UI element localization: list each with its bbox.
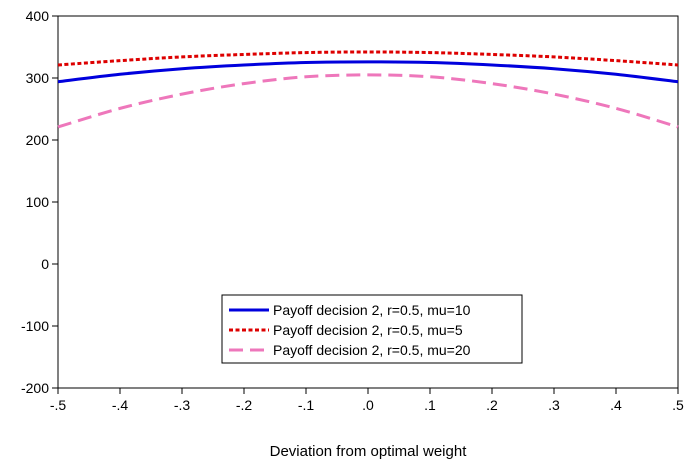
- legend-label-2: Payoff decision 2, r=0.5, mu=5: [273, 322, 463, 338]
- x-tick-label: -.5: [50, 397, 67, 413]
- legend-label-1: Payoff decision 2, r=0.5, mu=10: [273, 302, 471, 318]
- y-tick-label: -200: [21, 380, 49, 396]
- legend: Payoff decision 2, r=0.5, mu=10 Payoff de…: [221, 294, 523, 364]
- series-line-3: [57, 73, 679, 129]
- x-tick-label: .5: [672, 397, 684, 413]
- x-tick-label: -.3: [174, 397, 191, 413]
- y-tick-label: 400: [26, 8, 50, 24]
- y-tick-label: 200: [26, 132, 50, 148]
- y-tick-label: 100: [26, 194, 50, 210]
- x-tick-label: .1: [424, 397, 436, 413]
- series-line-2: [57, 50, 679, 67]
- legend-box: [221, 294, 523, 364]
- x-tick-label: .3: [548, 397, 560, 413]
- legend-label-3: Payoff decision 2, r=0.5, mu=20: [273, 342, 471, 358]
- x-tick-label: -.2: [236, 397, 253, 413]
- x-axis: -.5 -.4 -.3 -.2 -.1 .0 .1 .2 .3 .4 .5: [50, 388, 684, 413]
- x-tick-label: .2: [486, 397, 498, 413]
- y-tick-label: -100: [21, 318, 49, 334]
- x-axis-title: Deviation from optimal weight: [270, 443, 468, 460]
- series-line-1: [57, 60, 679, 84]
- x-tick-label: -.4: [112, 397, 129, 413]
- y-axis: -200 -100 0 100 200 300 400: [21, 8, 58, 396]
- y-tick-label: 300: [26, 70, 50, 86]
- x-tick-label: .4: [610, 397, 622, 413]
- y-tick-label: 0: [41, 256, 49, 272]
- x-tick-label: -.1: [298, 397, 315, 413]
- x-tick-label: .0: [362, 397, 374, 413]
- series-lines: [57, 50, 679, 129]
